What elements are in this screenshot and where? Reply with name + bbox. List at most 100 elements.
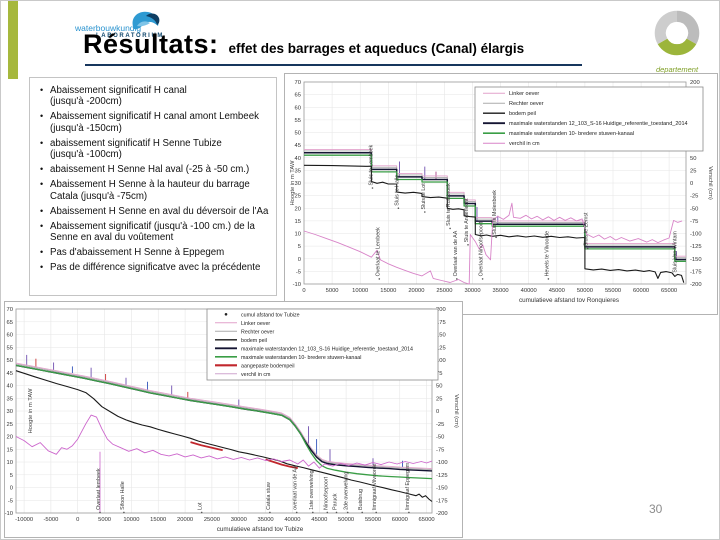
svg-text:0: 0 xyxy=(10,486,13,492)
svg-text:0: 0 xyxy=(298,257,301,263)
svg-text:1ste overwelving: 1ste overwelving xyxy=(309,470,315,510)
departement-swirl-icon xyxy=(654,10,700,56)
accent-bar xyxy=(8,1,18,79)
svg-text:60000: 60000 xyxy=(633,288,649,294)
svg-text:5: 5 xyxy=(298,244,301,250)
svg-text:2de overwelving: 2de overwelving xyxy=(344,472,350,510)
svg-text:50000: 50000 xyxy=(577,288,593,294)
svg-text:-10: -10 xyxy=(5,511,13,517)
svg-text:Rechter oever: Rechter oever xyxy=(509,101,544,107)
svg-text:15000: 15000 xyxy=(380,288,396,294)
svg-text:0: 0 xyxy=(436,409,439,415)
bullet-item: abaissement significatif H Senne Tubize … xyxy=(36,138,274,161)
svg-text:200: 200 xyxy=(436,307,446,313)
bullet-item: abaissement H Senne Hal aval (-25 à -50 … xyxy=(36,164,274,175)
svg-text:10000: 10000 xyxy=(123,517,139,523)
svg-text:Verschil (cm): Verschil (cm) xyxy=(453,394,459,428)
svg-text:40000: 40000 xyxy=(521,288,537,294)
svg-text:Overlaat lembeek: Overlaat lembeek xyxy=(96,468,102,510)
svg-text:verchil in cm: verchil in cm xyxy=(241,372,271,378)
svg-text:Sluis te Halle: Sluis te Halle xyxy=(394,175,400,206)
title-row: Résultats: effet des barrages et aqueducs… xyxy=(83,29,693,60)
page-subtitle: effet des barrages et aqueducs (Canal) é… xyxy=(228,41,525,56)
svg-text:25: 25 xyxy=(690,168,696,174)
bullet-item: Abaissement significatif H canal amont L… xyxy=(36,111,274,134)
svg-text:Lot: Lot xyxy=(198,502,204,510)
svg-text:15: 15 xyxy=(7,447,13,453)
svg-text:Sluis te Lot: Sluis te Lot xyxy=(421,183,427,210)
svg-text:50: 50 xyxy=(295,131,301,137)
svg-text:35000: 35000 xyxy=(493,288,509,294)
svg-text:45: 45 xyxy=(295,143,301,149)
svg-text:-10: -10 xyxy=(293,282,301,288)
svg-text:-200: -200 xyxy=(690,282,702,288)
svg-text:Buisbrug: Buisbrug xyxy=(358,489,364,510)
svg-text:45000: 45000 xyxy=(311,517,327,523)
svg-text:-200: -200 xyxy=(436,511,448,517)
svg-text:40: 40 xyxy=(7,384,13,390)
svg-text:25: 25 xyxy=(436,396,442,402)
svg-text:60: 60 xyxy=(7,333,13,339)
logo-text-line2: LABORATORIUM xyxy=(96,33,164,39)
svg-text:Sluis te Lembeek: Sluis te Lembeek xyxy=(369,145,375,186)
bullet-item: Abaissement significatif H canal (jusqu'… xyxy=(36,85,274,108)
svg-text:-75: -75 xyxy=(436,447,444,453)
svg-text:25000: 25000 xyxy=(436,288,452,294)
svg-text:-125: -125 xyxy=(436,473,448,479)
page-title: Résultats: xyxy=(83,29,219,59)
svg-text:15000: 15000 xyxy=(150,517,166,523)
svg-text:35: 35 xyxy=(295,168,301,174)
svg-text:-125: -125 xyxy=(690,244,702,250)
svg-text:Paruck: Paruck xyxy=(333,493,339,510)
svg-text:Rechter oever: Rechter oever xyxy=(241,329,275,335)
svg-text:Sluis te Anderlecht: Sluis te Anderlecht xyxy=(464,198,470,242)
svg-text:25: 25 xyxy=(295,194,301,200)
svg-text:60: 60 xyxy=(295,105,301,111)
svg-text:verchil in cm: verchil in cm xyxy=(509,141,540,147)
svg-text:-175: -175 xyxy=(690,269,702,275)
svg-text:Overlaat van de AA: Overlaat van de AA xyxy=(453,230,459,276)
svg-text:65: 65 xyxy=(7,320,13,326)
svg-text:20000: 20000 xyxy=(177,517,193,523)
page-number: 30 xyxy=(649,502,663,516)
svg-text:45: 45 xyxy=(7,371,13,377)
svg-text:-5: -5 xyxy=(8,498,13,504)
svg-text:65000: 65000 xyxy=(661,288,677,294)
svg-text:cumulatieve afstand tov Ronqu: cumulatieve afstand tov Ronquieres xyxy=(519,297,619,304)
svg-text:-100: -100 xyxy=(436,460,448,466)
svg-text:20: 20 xyxy=(7,435,13,441)
chart-senne-water-levels: -10000 -5000 0 5000 10000 15000 20000 25000 3000… xyxy=(4,301,463,538)
svg-text:175: 175 xyxy=(436,320,446,326)
svg-text:-10000: -10000 xyxy=(15,517,33,523)
svg-text:-100: -100 xyxy=(690,232,702,238)
svg-text:25: 25 xyxy=(7,422,13,428)
svg-text:5000: 5000 xyxy=(98,517,111,523)
svg-text:15: 15 xyxy=(295,219,301,225)
waterbouwkundig-swirl-icon xyxy=(132,11,160,30)
svg-text:cumulatieve afstand tov Tubiz: cumulatieve afstand tov Tubize xyxy=(217,526,304,533)
svg-text:65: 65 xyxy=(295,93,301,99)
svg-text:20000: 20000 xyxy=(408,288,424,294)
svg-text:Sluis te Molenbeek: Sluis te Molenbeek xyxy=(492,190,498,235)
svg-text:-150: -150 xyxy=(436,486,448,492)
chart-canal-water-levels: 0 5000 10000 15000 20000 25000 30000 35000 40000… xyxy=(284,73,718,315)
logo-text-line1: waterbouwkundig xyxy=(75,23,142,33)
svg-text:200: 200 xyxy=(690,80,700,86)
svg-text:30: 30 xyxy=(295,181,301,187)
svg-text:bodem peil: bodem peil xyxy=(241,338,267,344)
svg-text:overlaat van de AA: overlaat van de AA xyxy=(293,465,299,510)
svg-text:cumul afstand tov Tubize: cumul afstand tov Tubize xyxy=(241,312,300,318)
svg-text:30000: 30000 xyxy=(464,288,480,294)
svg-text:Overlaat Ninoofsepoort: Overlaat Ninoofsepoort xyxy=(479,221,485,276)
title-underline xyxy=(85,64,582,66)
svg-text:25000: 25000 xyxy=(204,517,220,523)
svg-text:maximale waterstanden 12_103_S: maximale waterstanden 12_103_S-16 Huidig… xyxy=(509,121,688,127)
svg-text:Overlaat te Lembeek: Overlaat te Lembeek xyxy=(375,227,381,277)
svg-text:Catala stuw: Catala stuw xyxy=(266,482,272,510)
svg-text:limnigraaf Eppegem: limnigraaf Eppegem xyxy=(405,462,411,510)
svg-text:10: 10 xyxy=(295,232,301,238)
svg-text:Sluis te Zemst: Sluis te Zemst xyxy=(584,212,590,246)
svg-text:55000: 55000 xyxy=(365,517,381,523)
svg-text:75: 75 xyxy=(436,371,442,377)
svg-text:-50: -50 xyxy=(436,435,444,441)
